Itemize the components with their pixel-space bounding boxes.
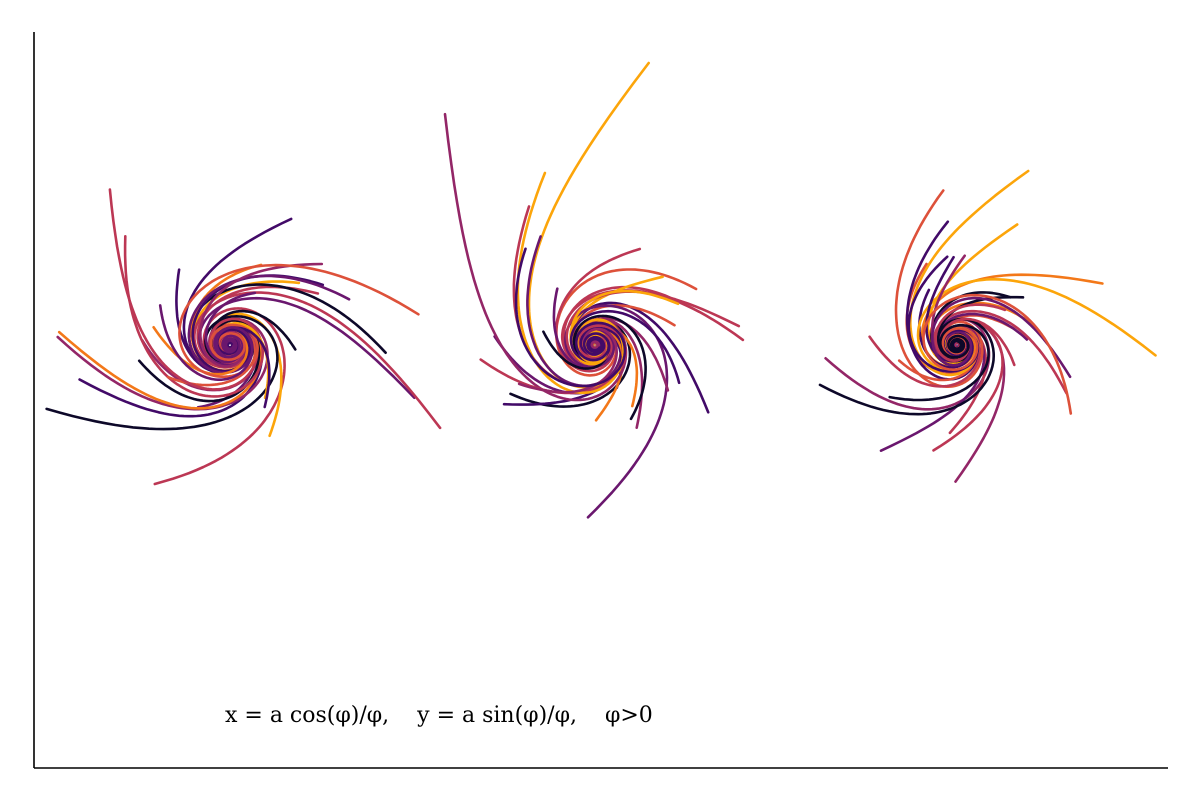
spiral-series-2-30	[514, 247, 627, 388]
spiral-series-3-30	[888, 323, 990, 402]
spiral-curves	[45, 61, 1157, 519]
formula-annotation: x = a cos(φ)/φ, y = a sin(φ)/φ, φ>0	[225, 703, 653, 728]
spiral-series-1-30	[158, 304, 254, 382]
